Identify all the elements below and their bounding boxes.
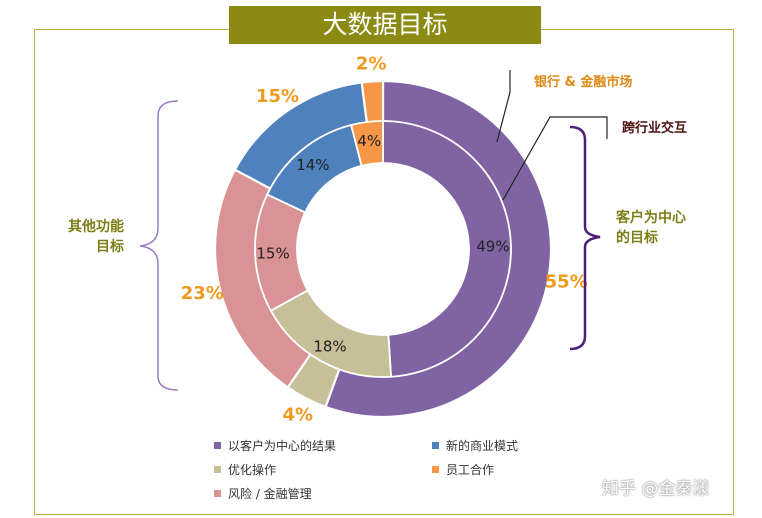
right-group-bracket [569, 125, 601, 351]
outer-percent-label: 15% [256, 86, 299, 107]
legend-item: 优化操作 [214, 461, 276, 478]
outer-percent-label: 55% [545, 271, 588, 292]
outer-percent-label: 2% [356, 53, 387, 74]
left-group-label-line1: 其他功能 [68, 218, 124, 235]
chart-title: 大数据目标 [229, 6, 541, 44]
callout-banking-label: 银行 & 金融市场 [534, 74, 632, 90]
watermark: 知乎 @金秦漾 [602, 479, 710, 499]
left-group-label-line2: 目标 [96, 238, 124, 255]
legend-item: 员工合作 [432, 461, 494, 478]
legend-label: 以客户为中心的结果 [228, 439, 337, 453]
legend-item: 以客户为中心的结果 [214, 437, 336, 454]
outer-percent-label: 4% [282, 404, 313, 425]
inner-percent-label: 18% [313, 337, 346, 355]
callout-banking-leader [496, 70, 511, 143]
right-group-label-line2: 的目标 [616, 229, 658, 246]
callout-cross-label: 跨行业交互 [622, 120, 687, 136]
legend-label: 新的商业模式 [446, 439, 519, 453]
inner-slice [382, 120, 512, 378]
inner-percent-label: 4% [357, 132, 381, 150]
inner-percent-label: 49% [476, 238, 509, 256]
right-group-label-line1: 客户为中心 [615, 209, 686, 226]
inner-percent-label: 15% [256, 244, 289, 262]
inner-percent-label: 14% [296, 156, 329, 174]
legend-swatch [214, 490, 221, 497]
legend-swatch [214, 466, 221, 473]
legend-label: 优化操作 [228, 463, 277, 477]
percent-labels: 55% 4% 23% 15% 2% 49% 18% 15% 14% 4% [181, 53, 588, 425]
left-group-bracket [139, 100, 179, 391]
outer-percent-label: 23% [181, 283, 224, 304]
legend-item: 风险 / 金融管理 [214, 485, 312, 502]
inner-slice [350, 120, 384, 167]
legend-item: 新的商业模式 [432, 437, 518, 454]
callout-cross-leader [502, 116, 608, 201]
legend-swatch [214, 442, 221, 449]
legend-label: 风险 / 金融管理 [228, 487, 312, 501]
inner-ring [254, 120, 512, 378]
legend-label: 员工合作 [446, 463, 495, 477]
legend-swatch [432, 442, 439, 449]
legend-swatch [432, 466, 439, 473]
